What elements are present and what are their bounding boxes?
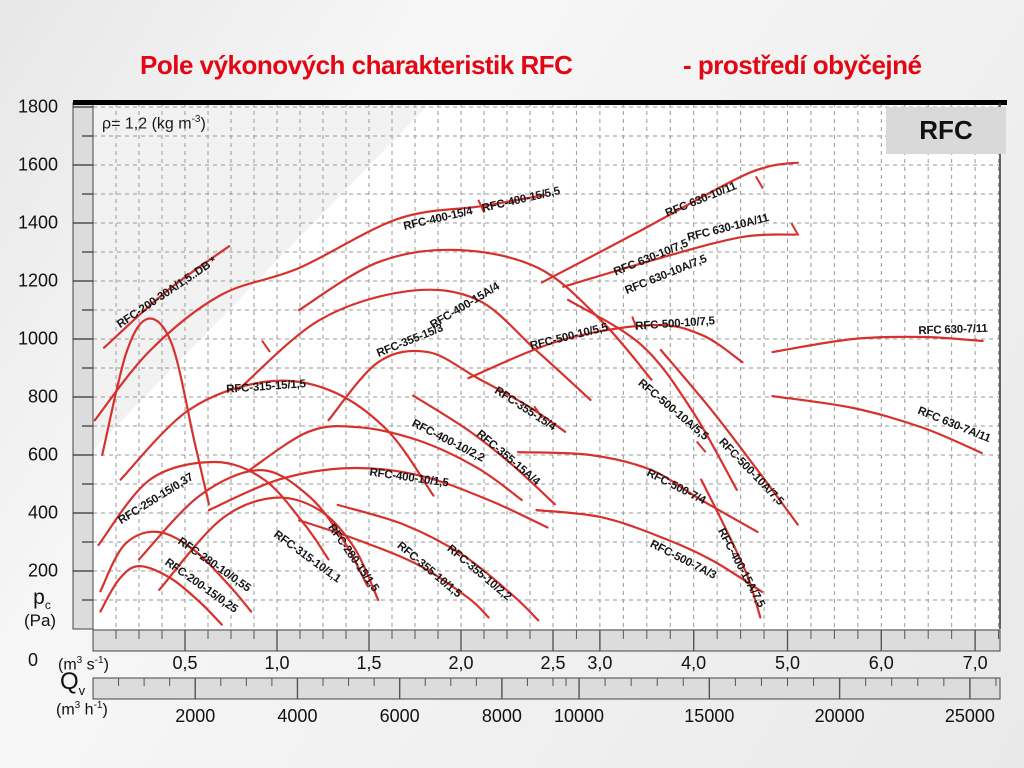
fan-curve [412, 394, 556, 506]
page-title: Pole výkonových charakteristik RFC - pro… [0, 50, 1024, 84]
fan-curve [771, 335, 984, 354]
x-tick-label-m3s: 7,0 [962, 653, 988, 673]
fan-curve [562, 233, 797, 288]
x-tick-label-m3s: 2,5 [540, 653, 566, 673]
fan-curve [248, 424, 523, 502]
y-tick-label: 600 [27, 444, 58, 465]
fan-curve [137, 468, 369, 587]
x-tick-label-m3s: 3,0 [587, 653, 613, 673]
x-axis-unit-m3s: (m3 s-1) [58, 655, 109, 674]
x-tick-label-m3s: 5,0 [774, 653, 801, 673]
fan-curve [297, 519, 490, 619]
fan-curve [99, 530, 253, 613]
x-tick-label-m3h: 10000 [554, 706, 605, 726]
fan-curve [97, 460, 330, 561]
y-tick-label: 800 [27, 386, 58, 407]
fan-curve [158, 496, 380, 602]
y-axis-symbol: pc [33, 586, 51, 613]
x-tick-label-m3h: 2000 [175, 706, 216, 726]
x-tick-label-m3s: 2,0 [448, 653, 474, 673]
title-main: Pole výkonových charakteristik RFC [140, 50, 573, 80]
x-tick-label-m3s: 1,5 [356, 653, 382, 673]
fan-curve [535, 509, 764, 593]
x-axis-symbol-qv: Qv [60, 668, 86, 698]
rfc-series-badge: RFC [886, 107, 1006, 154]
x-tick-label-m3s: 0,5 [172, 653, 198, 673]
air-density-note: ρ= 1,2 (kg m-3) [102, 114, 206, 133]
x-tick-label-m3h: 15000 [684, 706, 735, 726]
x-tick-label-m3s: 4,0 [681, 653, 707, 673]
x-axis-unit-m3h: (m3 h-1) [56, 700, 108, 719]
y-tick-label: 200 [27, 560, 58, 581]
x-tick-label-m3h: 8000 [481, 706, 522, 726]
fan-curve [297, 248, 653, 381]
x-tick-label-m3h: 6000 [379, 706, 420, 726]
title-suffix: - prostředí obyčejné [683, 50, 922, 80]
fan-curve [119, 379, 435, 497]
fan-curve [237, 288, 592, 401]
fan-curve [566, 298, 738, 491]
fan-curve [771, 395, 983, 455]
fan-curve [207, 466, 549, 529]
y-tick-label: 1600 [17, 154, 58, 175]
y-tick-label: 1400 [17, 212, 58, 233]
origin-zero-label: 0 [28, 650, 39, 670]
y-tick-label: 1800 [17, 96, 58, 117]
curve-label: RFC 630-7/11 [918, 322, 988, 338]
fan-curve [101, 317, 210, 506]
y-tick-label: 1000 [17, 328, 58, 349]
fan-curve [327, 349, 567, 433]
y-tick-label: 400 [27, 502, 58, 523]
fan-curve [467, 323, 744, 380]
fan-curve [540, 161, 799, 284]
fan-curve [336, 503, 540, 622]
y-tick-label: 1200 [17, 270, 58, 291]
x-tick-label-m3h: 4000 [277, 706, 318, 726]
fan-curve [102, 245, 231, 349]
fan-curve [700, 478, 762, 619]
x-tick-label-m3h: 20000 [814, 706, 865, 726]
fan-curve [516, 451, 759, 533]
x-tick-label-m3s: 1,0 [264, 653, 290, 673]
y-axis-unit: (Pa) [23, 611, 57, 630]
x-tick-label-m3h: 25000 [944, 706, 995, 726]
x-tick-label-m3s: 6,0 [868, 653, 894, 673]
fan-curve [99, 564, 223, 626]
fan-curve [659, 348, 799, 526]
